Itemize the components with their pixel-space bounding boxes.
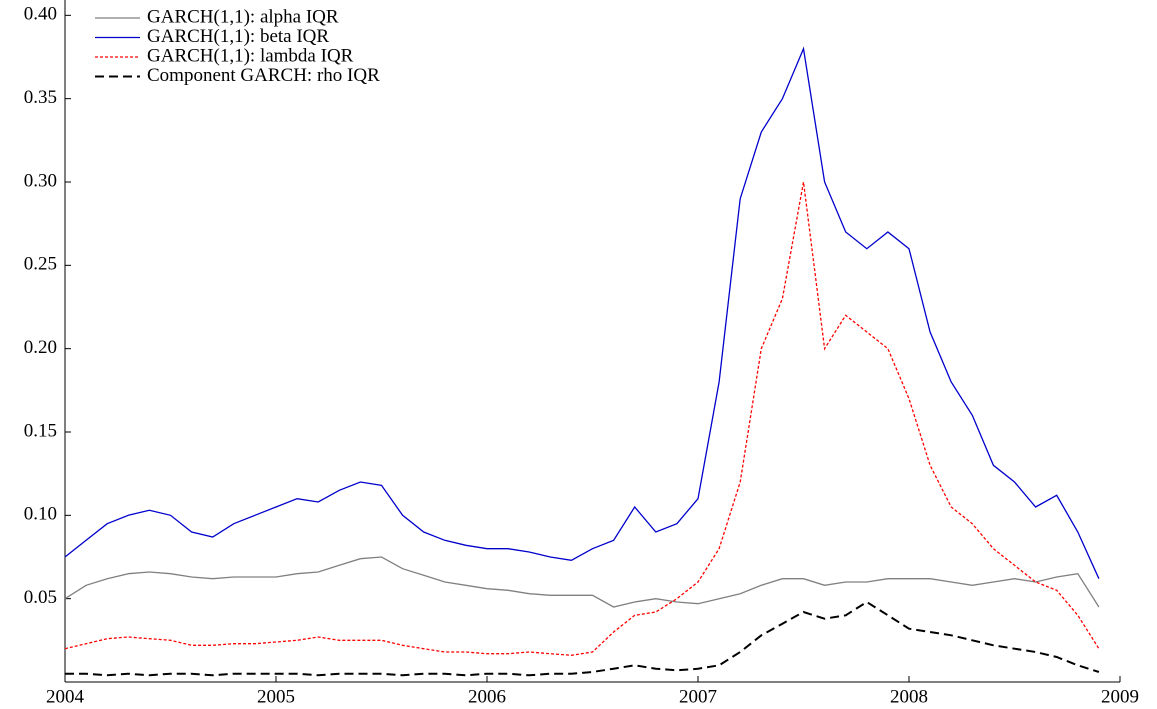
legend-label: GARCH(1,1): alpha IQR [147,6,339,27]
y-tick-label: 0.40 [24,4,57,25]
x-tick-label: 2006 [468,686,506,707]
series-line [64,181,1100,656]
y-tick-label: 0.35 [24,87,57,108]
series-line [64,556,1100,608]
y-tick-label: 0.05 [24,587,57,608]
y-tick-label: 0.15 [24,420,57,441]
y-tick-label: 0.10 [24,504,57,525]
x-tick-label: 2004 [46,686,85,707]
y-tick-label: 0.25 [24,254,57,275]
legend-label: Component GARCH: rho IQR [147,65,380,86]
series-line [65,600,1100,677]
x-tick-label: 2005 [257,686,295,707]
y-tick-label: 0.20 [24,337,57,358]
x-tick-label: 2009 [1101,686,1139,707]
series-line [64,46,1100,579]
legend-label: GARCH(1,1): lambda IQR [147,45,354,66]
x-tick-label: 2007 [679,686,717,707]
x-tick-label: 2008 [890,686,928,707]
legend-label: GARCH(1,1): beta IQR [147,26,329,47]
y-tick-label: 0.30 [24,170,57,191]
